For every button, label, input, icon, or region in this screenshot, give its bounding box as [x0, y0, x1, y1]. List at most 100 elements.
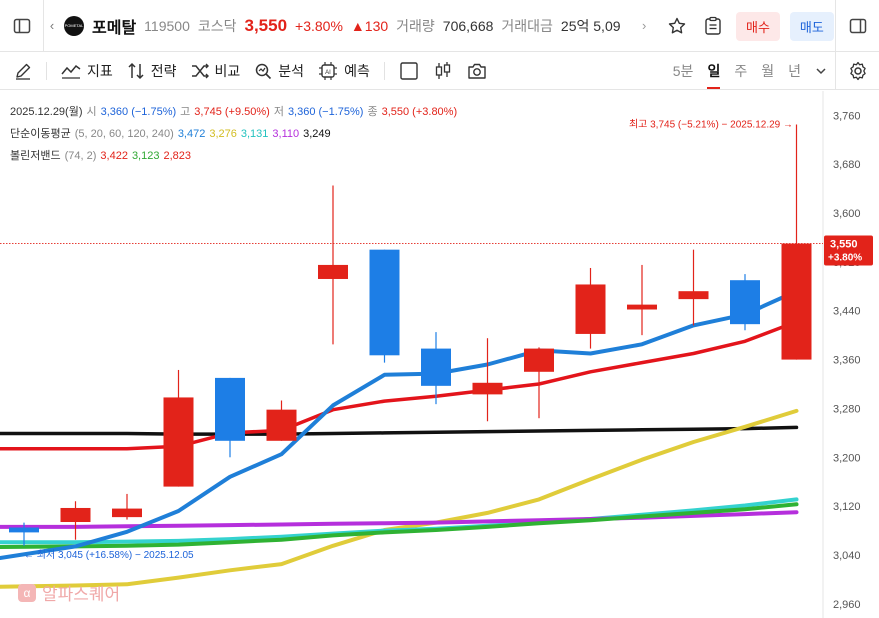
chart-area[interactable]: 3,7603,6803,6003,5203,4403,3603,2803,200… [0, 91, 879, 618]
strategy-label: 전략 [150, 62, 177, 79]
y-tick-label: 3,600 [833, 208, 861, 220]
stock-name[interactable]: 포메탈 [92, 19, 137, 37]
candle-body [421, 348, 451, 386]
memo-button[interactable] [700, 10, 726, 42]
change-percent: +3.80% [295, 17, 343, 34]
draw-tool-button[interactable] [14, 62, 32, 80]
strategy-button[interactable]: 전략 [127, 61, 177, 81]
analysis-icon [256, 63, 272, 79]
chart-legend: 2025.12.29(월) 시 3,360 (−1.75%) 고 3,745 (… [10, 101, 457, 167]
legend-high-label: 고 [180, 106, 191, 118]
y-tick-label: 3,680 [833, 159, 861, 171]
candle-body [9, 527, 39, 533]
period-selector: 5분 일 주 월 년 [673, 52, 827, 90]
ma20-line [0, 408, 799, 589]
shuffle-icon [191, 63, 209, 78]
screenshot-button[interactable] [467, 62, 487, 80]
legend-low: 3,360 (−1.75%) [287, 106, 364, 118]
indicator-label: 지표 [87, 62, 113, 79]
stock-code: 119500 [144, 17, 190, 34]
y-tick-label: 3,360 [833, 355, 861, 367]
bb-upper-value: 3,422 [100, 150, 128, 162]
ma5-line [0, 289, 799, 560]
ma60-value: 3,131 [240, 128, 269, 140]
sell-button[interactable]: 매도 [789, 11, 834, 41]
bollinger-upper-line [0, 319, 799, 451]
volume-value: 706,668 [442, 17, 494, 34]
current-price-label: 3,550 [830, 239, 858, 251]
chart-layout-button[interactable] [399, 61, 419, 81]
legend-low-label: 저 [273, 106, 284, 118]
candle-body [369, 249, 400, 356]
period-year[interactable]: 년 [788, 63, 801, 79]
legend-open-label: 시 [86, 106, 97, 118]
ma120-value: 3,110 [272, 128, 300, 140]
compare-label: 비교 [214, 62, 241, 79]
candle-body [266, 409, 297, 441]
legend-open: 3,360 (−1.75%) [100, 106, 177, 118]
buy-button[interactable]: 매수 [736, 11, 780, 41]
favorite-button[interactable] [664, 10, 690, 42]
chart-settings-button[interactable] [835, 52, 879, 90]
panel-left-icon [13, 18, 30, 33]
toolbar-divider [383, 61, 385, 80]
compare-button[interactable]: 비교 [191, 61, 241, 81]
toggle-right-panel-button[interactable] [835, 0, 879, 52]
toggle-left-panel-button[interactable] [0, 0, 44, 52]
ai-chip-icon: AI [319, 61, 338, 80]
header-actions: 매수 매도 [664, 10, 834, 42]
bb-row[interactable]: 볼린저밴드 (74, 2) 3,422 3,123 2,823 [10, 145, 457, 167]
forecast-button[interactable]: AI 예측 [318, 61, 370, 81]
candle-body [730, 280, 760, 325]
star-icon [668, 17, 686, 34]
period-month[interactable]: 월 [761, 63, 775, 79]
chart-type-button[interactable] [433, 61, 453, 81]
forecast-label: 예측 [344, 62, 370, 79]
clipboard-icon [705, 16, 721, 35]
candle-body [215, 377, 245, 441]
price-chart[interactable]: 3,7603,6803,6003,5203,4403,3603,2803,200… [0, 91, 879, 618]
period-week[interactable]: 주 [734, 63, 748, 79]
change-amount: ▲130 [350, 17, 389, 34]
indicator-button[interactable]: 지표 [61, 61, 113, 81]
svg-text:AI: AI [325, 70, 331, 76]
chevron-down-icon[interactable] [815, 65, 827, 77]
candle-body [163, 397, 194, 487]
volume-label: 거래량 [396, 17, 435, 34]
bb-lower-value: 2,823 [163, 150, 191, 162]
next-stock-chevron-icon[interactable]: › [642, 18, 647, 33]
ma-row[interactable]: 단순이동평균 (5, 20, 60, 120, 240) 3,472 3,276… [10, 123, 457, 145]
candle-body [627, 304, 657, 310]
y-tick-label: 3,040 [833, 550, 861, 562]
candle-body [781, 243, 812, 360]
y-tick-label: 2,960 [833, 599, 861, 611]
strategy-icon [128, 62, 144, 79]
y-tick-label: 3,200 [833, 452, 861, 464]
analysis-button[interactable]: 분석 [254, 61, 304, 81]
ma120-line [0, 510, 799, 529]
current-price: 3,550 [244, 15, 288, 35]
prev-stock-chevron-icon[interactable]: ‹ [49, 18, 55, 33]
candle-body [575, 284, 606, 334]
toolbar-divider [46, 61, 47, 80]
ma240-line [0, 425, 799, 436]
legend-date: 2025.12.29(월) [10, 106, 83, 118]
y-tick-label: 3,120 [833, 501, 861, 513]
pencil-icon [16, 63, 31, 80]
amount-label: 거래대금 [501, 17, 553, 34]
period-day[interactable]: 일 [707, 61, 721, 89]
candle-body [318, 264, 348, 279]
gear-icon [849, 61, 866, 81]
ma5-value: 3,472 [177, 128, 206, 140]
high-annotation: 최고 3,745 (−5.21%) − 2025.12.29 → [629, 118, 793, 130]
ma-label: 단순이동평균 [10, 128, 71, 140]
bollinger-mid-line [0, 502, 799, 549]
chart-toolbar: 지표 전략 비교 분석 AI 예측 5분 일 주 월 년 [0, 52, 879, 90]
candle-body [678, 291, 709, 300]
ma240-value: 3,249 [303, 128, 331, 140]
indicator-icon [61, 64, 81, 79]
bb-mid-value: 3,123 [131, 150, 160, 162]
current-change-label: +3.80% [828, 253, 862, 264]
market-name: 코스닥 [197, 17, 237, 34]
period-5min[interactable]: 5분 [672, 63, 694, 79]
